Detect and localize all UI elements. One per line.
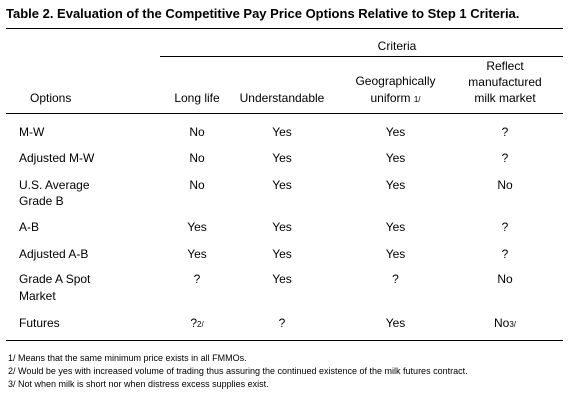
rule-bottom	[6, 340, 563, 341]
row-option: Adjusted A-B	[19, 247, 89, 261]
row-understandable: Yes	[272, 247, 292, 261]
row-reflect: ?	[501, 247, 509, 261]
row-option: Adjusted M-W	[19, 151, 95, 165]
header-geographically: Geographically	[355, 74, 436, 88]
header-uniform: uniform 1/	[343, 91, 448, 107]
row-reflect: No	[497, 178, 513, 192]
row-geo: Yes	[385, 247, 406, 261]
header-uniform-note: 1/	[413, 95, 421, 104]
row-option: A-B	[19, 220, 40, 234]
row-long-life-value: ?	[190, 316, 197, 330]
row-option-line2: Market	[19, 289, 56, 303]
header-milk-market: milk market	[474, 91, 536, 105]
row-long-life: ?	[193, 272, 201, 286]
row-option: Grade A Spot	[19, 272, 91, 286]
row-understandable: ?	[278, 316, 286, 330]
row-long-life: ?2/	[157, 316, 237, 332]
rule-criteria	[160, 56, 563, 57]
row-long-life: No	[189, 151, 205, 165]
row-understandable: Yes	[272, 220, 292, 234]
header-long-life: Long life	[174, 91, 220, 105]
row-long-life: Yes	[187, 220, 207, 234]
row-long-life: No	[189, 178, 205, 192]
row-geo: Yes	[385, 151, 406, 165]
row-option: Futures	[19, 316, 60, 330]
row-option: U.S. Average	[19, 178, 90, 192]
footnote: 3/ Not when milk is short nor when distr…	[8, 379, 269, 389]
row-understandable: Yes	[272, 178, 292, 192]
row-reflect: ?	[501, 151, 509, 165]
header-understandable: Understandable	[239, 91, 325, 105]
footnote: 1/ Means that the same minimum price exi…	[8, 353, 247, 363]
row-long-life: No	[189, 125, 205, 139]
row-understandable: Yes	[272, 151, 292, 165]
row-geo: Yes	[385, 125, 406, 139]
row-option-line2: Grade B	[19, 194, 64, 208]
header-options: Options	[30, 91, 72, 105]
header-manufactured: manufactured	[468, 75, 542, 89]
row-reflect: No	[497, 272, 513, 286]
footnote: 2/ Would be yes with increased volume of…	[8, 366, 468, 376]
row-geo: Yes	[385, 316, 406, 330]
criteria-label: Criteria	[377, 39, 417, 53]
row-reflect-note: 3/	[509, 320, 516, 329]
rule-top	[6, 28, 563, 29]
row-understandable: Yes	[272, 272, 292, 286]
row-reflect: ?	[501, 220, 509, 234]
header-uniform-text: uniform	[370, 91, 411, 105]
row-long-life: Yes	[187, 247, 207, 261]
row-reflect: No3/	[450, 316, 560, 332]
row-option: M-W	[19, 125, 45, 139]
table-title: Table 2. Evaluation of the Competitive P…	[6, 6, 520, 21]
row-long-life-note: 2/	[197, 320, 204, 329]
row-understandable: Yes	[272, 125, 292, 139]
row-reflect: ?	[501, 125, 509, 139]
row-geo: ?	[392, 272, 399, 286]
header-reflect: Reflect	[486, 59, 524, 73]
row-geo: Yes	[385, 178, 406, 192]
row-reflect-value: No	[493, 316, 510, 330]
row-geo: Yes	[385, 220, 406, 234]
rule-header	[6, 113, 563, 114]
